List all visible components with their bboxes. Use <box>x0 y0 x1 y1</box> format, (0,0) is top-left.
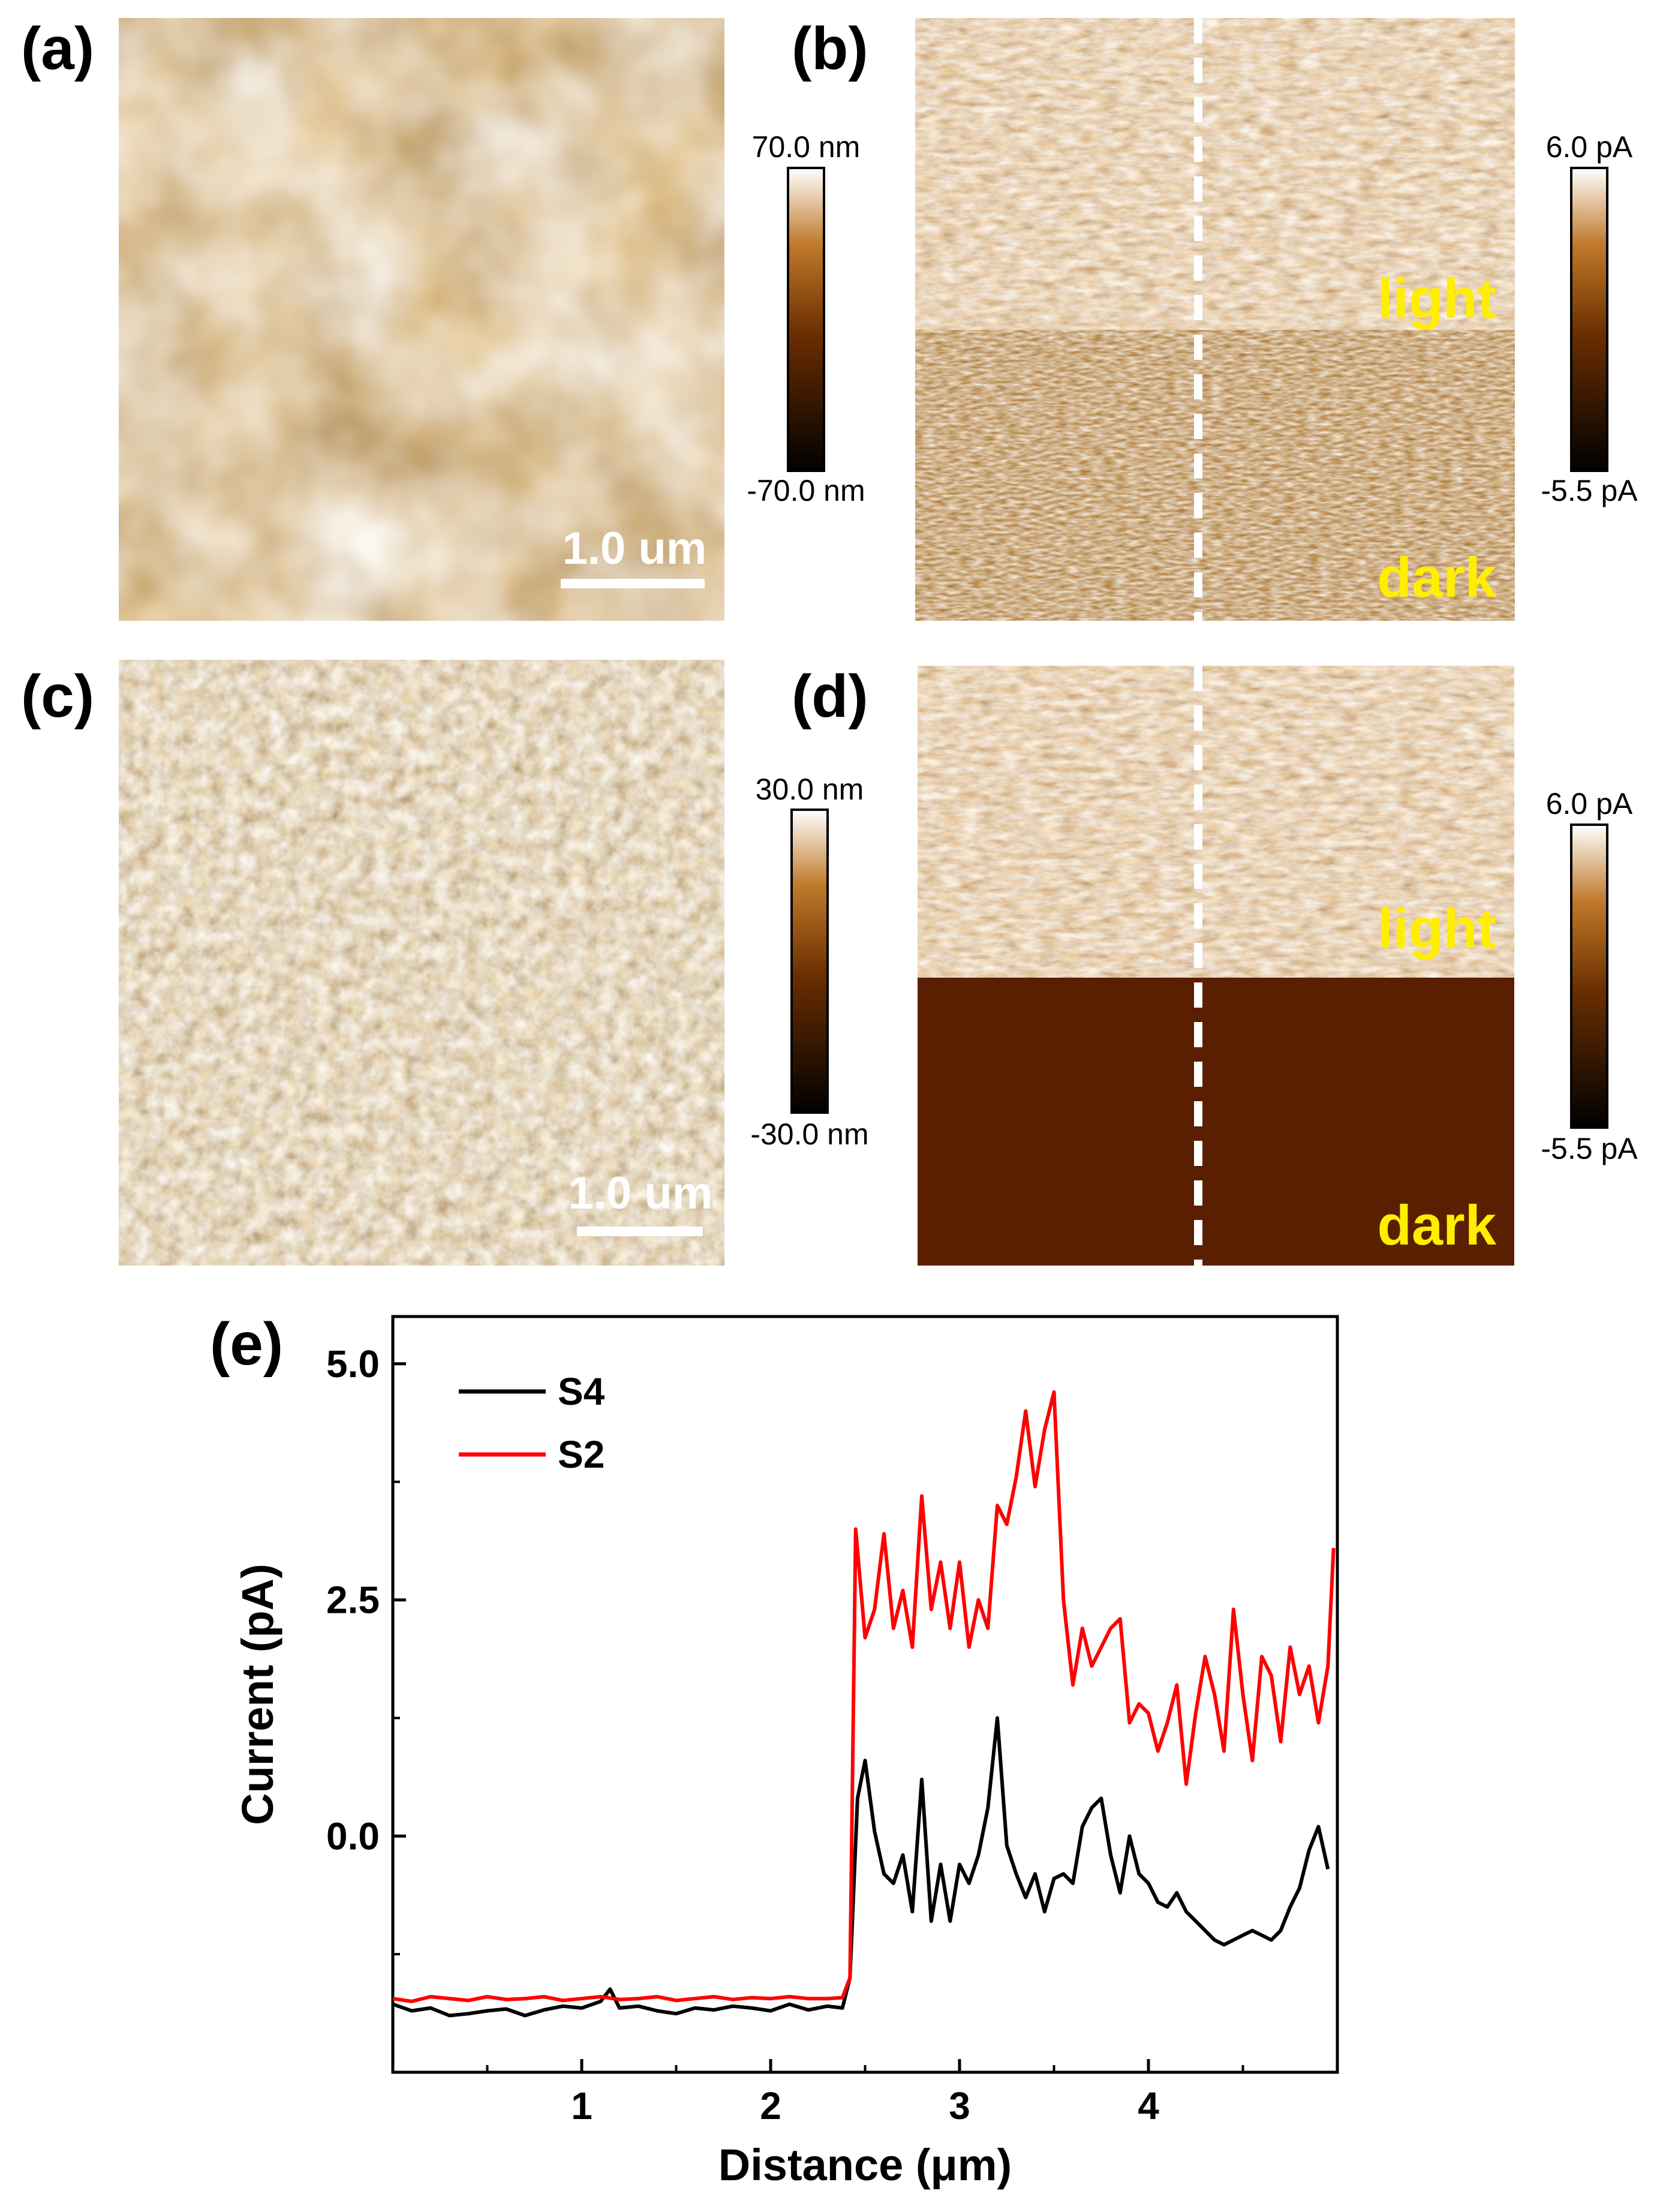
scale-bar-label-a: 1.0 um <box>563 523 707 574</box>
colorbar-max-label-a: 70.0 nm <box>752 130 861 164</box>
colorbar-gradient-a <box>787 167 825 472</box>
current-map-light-region-d <box>918 666 1514 978</box>
y-axis-title: Current (pA) <box>233 1564 282 1825</box>
afm-height-image-a <box>119 18 724 621</box>
afm-height-image-c <box>119 660 724 1266</box>
scale-bar-c: 1.0 um <box>569 1168 713 1236</box>
panel-b: (b) light dark 6.0 pA -5.5 pA <box>792 15 1638 621</box>
panel-letter-e: (e) <box>210 1311 283 1378</box>
scale-bar-a: 1.0 um <box>561 523 706 588</box>
panel-d: (d) light dark 6.0 pA -5.5 pA <box>792 663 1638 1266</box>
panel-letter-b: (b) <box>792 15 868 82</box>
colorbar-max-label-b: 6.0 pA <box>1546 130 1633 164</box>
region-label-dark-d: dark <box>1377 1194 1496 1257</box>
series-line-s4 <box>392 1716 1330 2018</box>
colorbar-c: 30.0 nm -30.0 nm <box>750 773 868 1151</box>
scale-bar-line-c <box>577 1227 703 1236</box>
colorbar-a: 70.0 nm -70.0 nm <box>747 130 865 507</box>
region-label-light-d: light <box>1378 897 1496 960</box>
x-axis-title: Distance (μm) <box>718 2140 1012 2190</box>
panel-letter-c: (c) <box>21 663 94 730</box>
colorbar-max-label-c: 30.0 nm <box>756 773 864 806</box>
scale-bar-line-a <box>561 579 705 588</box>
region-label-light-b: light <box>1378 267 1496 330</box>
plot-frame <box>391 1315 1339 2074</box>
panel-letter-d: (d) <box>792 663 868 730</box>
legend-label-s2: S2 <box>558 1433 605 1476</box>
y-tick-label: 0.0 <box>326 1814 380 1858</box>
current-map-dark-region-d <box>918 978 1514 1266</box>
panel-e: (e) 1 2 3 4 0.0 2.5 5.0 Distance (μm) Current (p… <box>210 1311 1339 2190</box>
colorbar-b: 6.0 pA -5.5 pA <box>1541 130 1638 507</box>
x-tick-label: 4 <box>1138 2084 1159 2127</box>
panel-letter-a: (a) <box>21 15 94 82</box>
colorbar-gradient-b <box>1570 167 1608 472</box>
colorbar-min-label-b: -5.5 pA <box>1541 474 1638 507</box>
colorbar-min-label-a: -70.0 nm <box>747 474 865 507</box>
colorbar-gradient-d <box>1570 824 1608 1129</box>
colorbar-d: 6.0 pA -5.5 pA <box>1541 787 1638 1165</box>
colorbar-min-label-d: -5.5 pA <box>1541 1132 1638 1165</box>
colorbar-min-label-c: -30.0 nm <box>750 1117 868 1151</box>
x-tick-label: 2 <box>760 2084 781 2127</box>
y-tick-label: 5.0 <box>326 1342 380 1385</box>
x-tick-label: 1 <box>571 2084 593 2127</box>
scale-bar-label-c: 1.0 um <box>569 1168 713 1219</box>
colorbar-max-label-d: 6.0 pA <box>1546 787 1633 821</box>
y-tick-label: 2.5 <box>326 1579 380 1622</box>
current-profile-chart: 1 2 3 4 0.0 2.5 5.0 Distance (μm) Current (pA) S4… <box>233 1315 1339 2190</box>
legend-label-s4: S4 <box>558 1370 605 1413</box>
region-label-dark-b: dark <box>1377 546 1496 609</box>
current-map-dark-region-b <box>915 330 1515 621</box>
x-tick-label: 3 <box>949 2084 970 2127</box>
panel-a: (a) 1.0 um 70.0 nm -70.0 nm <box>21 15 865 621</box>
colorbar-gradient-c <box>790 809 829 1114</box>
current-map-light-region-b <box>915 18 1515 330</box>
series-line-s2 <box>392 1390 1336 2003</box>
panel-c: (c) 1.0 um 30.0 nm -30.0 nm <box>21 660 869 1266</box>
